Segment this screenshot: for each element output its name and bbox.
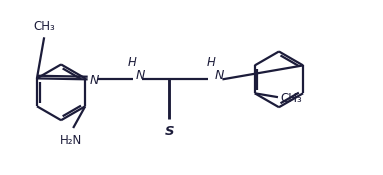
- Text: N: N: [215, 69, 224, 82]
- Text: CH₃: CH₃: [281, 92, 303, 105]
- Text: H: H: [128, 56, 137, 69]
- Text: N: N: [136, 69, 145, 82]
- Text: N: N: [90, 74, 100, 87]
- Text: H: H: [207, 56, 216, 69]
- Text: S: S: [165, 125, 174, 138]
- Text: H₂N: H₂N: [60, 134, 82, 147]
- Text: CH₃: CH₃: [33, 20, 55, 33]
